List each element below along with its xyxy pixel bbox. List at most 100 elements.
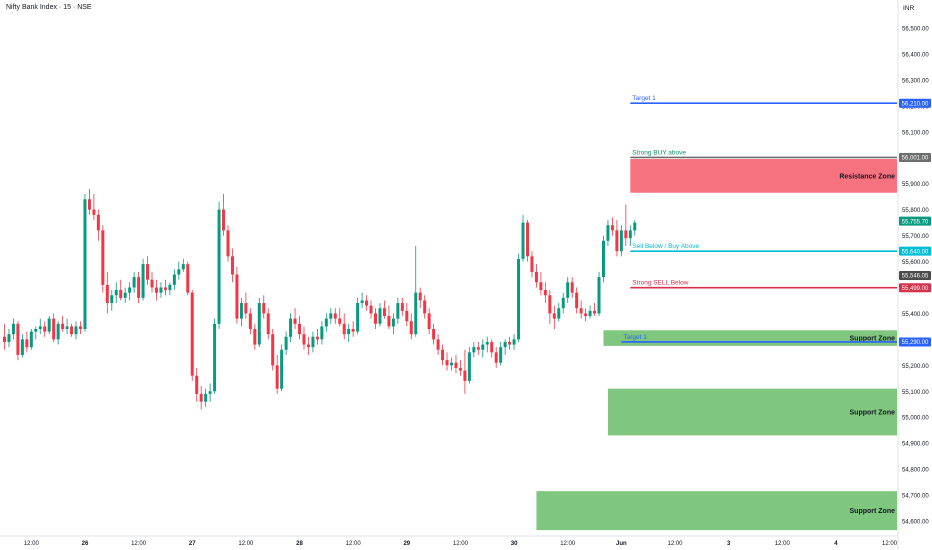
- candle-body[interactable]: [342, 323, 346, 335]
- candle-body[interactable]: [445, 360, 449, 366]
- candle-body[interactable]: [512, 339, 516, 345]
- candle-body[interactable]: [168, 284, 172, 291]
- candle-body[interactable]: [369, 305, 373, 314]
- candle-body[interactable]: [615, 230, 619, 252]
- candle-body[interactable]: [298, 323, 302, 335]
- candle-body[interactable]: [548, 295, 552, 314]
- candle-body[interactable]: [154, 287, 158, 293]
- candle-body[interactable]: [619, 230, 623, 252]
- candle-body[interactable]: [391, 318, 395, 327]
- candle-body[interactable]: [257, 303, 261, 345]
- candle-body[interactable]: [34, 328, 38, 332]
- candle-body[interactable]: [105, 284, 109, 304]
- candle-body[interactable]: [593, 310, 597, 314]
- candle-body[interactable]: [534, 271, 538, 283]
- candle-body[interactable]: [239, 303, 243, 319]
- candle-body[interactable]: [146, 264, 150, 280]
- candle-body[interactable]: [423, 300, 427, 314]
- candle-body[interactable]: [575, 292, 579, 309]
- candle-body[interactable]: [222, 209, 226, 231]
- candle-body[interactable]: [315, 336, 319, 340]
- candle-body[interactable]: [150, 279, 154, 288]
- candle-body[interactable]: [38, 326, 42, 329]
- candle-body[interactable]: [266, 313, 270, 335]
- candle-body[interactable]: [137, 277, 141, 298]
- candle-body[interactable]: [588, 310, 592, 317]
- candle-body[interactable]: [226, 230, 230, 257]
- candle-body[interactable]: [543, 290, 547, 296]
- candle-body[interactable]: [177, 269, 181, 275]
- candle-body[interactable]: [606, 225, 610, 241]
- candle-body[interactable]: [284, 336, 288, 350]
- candle-body[interactable]: [382, 308, 386, 317]
- candle-body[interactable]: [365, 300, 369, 306]
- candle-body[interactable]: [570, 282, 574, 293]
- candle-body[interactable]: [329, 313, 333, 319]
- candle-body[interactable]: [378, 308, 382, 324]
- candle-body[interactable]: [16, 323, 20, 355]
- candle-body[interactable]: [418, 292, 422, 301]
- candle-body[interactable]: [530, 256, 534, 272]
- candle-body[interactable]: [347, 328, 351, 335]
- candle-body[interactable]: [186, 264, 190, 293]
- candle-body[interactable]: [181, 264, 185, 270]
- candle-body[interactable]: [235, 274, 239, 319]
- candle-body[interactable]: [101, 230, 105, 285]
- candle-body[interactable]: [293, 318, 297, 324]
- candle-body[interactable]: [360, 300, 364, 304]
- candle-body[interactable]: [123, 292, 127, 298]
- candle-body[interactable]: [503, 341, 507, 348]
- candle-body[interactable]: [432, 328, 436, 340]
- candle-body[interactable]: [387, 316, 391, 327]
- candle-body[interactable]: [601, 240, 605, 278]
- candle-body[interactable]: [454, 362, 458, 368]
- candle-body[interactable]: [521, 222, 525, 259]
- candle-body[interactable]: [204, 393, 208, 402]
- candle-body[interactable]: [436, 339, 440, 350]
- candle-body[interactable]: [65, 326, 69, 329]
- candle-body[interactable]: [248, 313, 252, 329]
- candle-body[interactable]: [253, 328, 257, 345]
- candle-body[interactable]: [208, 391, 212, 394]
- candle-body[interactable]: [11, 323, 15, 335]
- candle-body[interactable]: [374, 313, 378, 324]
- candle-body[interactable]: [163, 287, 167, 291]
- candle-body[interactable]: [557, 308, 561, 319]
- candle-body[interactable]: [472, 347, 476, 353]
- candle-body[interactable]: [441, 349, 445, 361]
- candle-body[interactable]: [356, 303, 360, 332]
- candle-body[interactable]: [262, 303, 266, 314]
- candle-body[interactable]: [579, 308, 583, 314]
- candle-body[interactable]: [566, 282, 570, 298]
- candle-body[interactable]: [320, 326, 324, 340]
- candle-body[interactable]: [467, 352, 471, 381]
- candle-body[interactable]: [43, 326, 47, 332]
- candle-body[interactable]: [400, 303, 404, 311]
- zone-rect[interactable]: [607, 388, 897, 436]
- candle-body[interactable]: [633, 222, 637, 231]
- candle-body[interactable]: [324, 318, 328, 327]
- candle-body[interactable]: [119, 290, 123, 298]
- currency-label[interactable]: INR: [903, 5, 915, 12]
- candle-body[interactable]: [92, 209, 96, 215]
- candle-body[interactable]: [508, 341, 512, 345]
- candle-body[interactable]: [141, 264, 145, 298]
- candle-body[interactable]: [311, 336, 315, 348]
- candle-body[interactable]: [458, 367, 462, 371]
- candle-body[interactable]: [83, 199, 87, 329]
- candle-body[interactable]: [481, 344, 485, 350]
- candle-body[interactable]: [132, 277, 136, 288]
- candle-body[interactable]: [525, 222, 529, 257]
- candle-body[interactable]: [159, 287, 163, 293]
- candle-body[interactable]: [584, 313, 588, 317]
- candle-body[interactable]: [172, 274, 176, 285]
- candle-body[interactable]: [52, 318, 56, 340]
- candle-body[interactable]: [552, 313, 556, 319]
- candle-body[interactable]: [485, 341, 489, 345]
- zone-rect[interactable]: [630, 159, 897, 193]
- candle-body[interactable]: [275, 365, 279, 389]
- candle-body[interactable]: [302, 334, 306, 345]
- candle-body[interactable]: [213, 323, 217, 392]
- candle-body[interactable]: [351, 328, 355, 332]
